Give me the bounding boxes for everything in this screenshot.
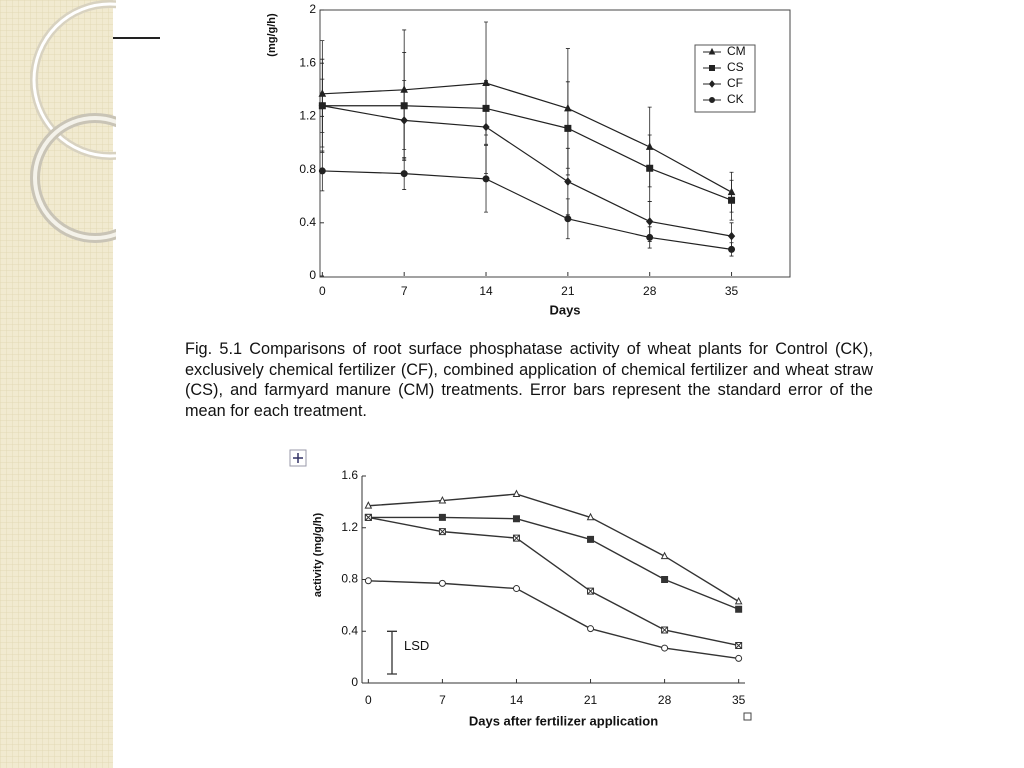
x-axis-label: Days after fertilizer application [469,713,658,728]
x-tick-label: 28 [643,284,657,298]
marker [512,585,520,593]
series-line [368,516,739,647]
marker [318,167,326,175]
y-axis-label: activity (mg/g/h) [312,512,324,597]
marker [709,65,715,71]
x-tick-label: 7 [401,284,408,298]
y-tick-label: 0.8 [299,162,316,176]
marker [364,513,372,521]
marker [512,515,520,523]
series-line [368,580,739,660]
series-line [368,493,740,603]
y-tick-label: 1.6 [299,55,316,69]
legend-label: CF [727,76,743,90]
y-tick-label: 0.4 [299,215,316,229]
marker [728,196,736,204]
x-tick-label: 0 [319,284,326,298]
x-tick-label: 14 [510,693,524,707]
plot-frame [319,9,791,278]
y-tick-label: 0 [351,675,358,689]
marker [735,654,743,662]
marker [438,528,446,536]
marker [364,577,372,585]
marker [661,576,669,583]
marker [400,170,408,178]
x-tick-label: 21 [584,693,598,707]
marker [735,641,743,649]
marker [438,579,446,587]
marker [728,245,736,253]
legend-box [694,44,756,113]
series-line [322,82,732,193]
marker [586,512,595,521]
series-line [368,516,739,610]
x-tick-label: 35 [725,284,739,298]
marker [512,489,521,498]
x-tick-label: 21 [561,284,575,298]
marker [660,551,669,560]
marker [708,80,716,88]
marker [661,644,669,652]
marker [587,535,595,543]
marker [727,231,736,241]
marker [364,501,373,509]
series-line [322,170,732,250]
y-tick-label: 2 [309,2,316,16]
marker [735,605,743,613]
figure-caption: Fig. 5.1 Comparisons of root surface pho… [185,340,873,420]
marker [438,513,446,521]
move-icon [293,453,303,463]
x-tick-label: 7 [439,693,446,707]
marker [400,116,408,125]
marker [708,47,716,55]
decor-circles [30,0,116,243]
legend-label: CS [727,60,744,74]
y-tick-label: 0 [309,268,316,282]
y-tick-label: 0.4 [341,623,358,637]
y-tick-label: 1.2 [299,109,316,123]
lsd-label: LSD [404,638,429,653]
x-axis-label: Days [549,302,580,317]
marker [564,215,572,223]
marker [734,596,743,605]
marker [661,626,669,634]
marker [564,177,572,186]
y-tick-label: 0.8 [341,572,358,586]
x-tick-label: 28 [658,693,672,707]
marker [646,164,654,172]
marker [564,124,572,132]
y-tick-label: 1.2 [341,520,358,534]
marker [646,217,654,226]
marker [587,587,595,595]
lsd-bar [387,630,397,675]
y-axis-label: (mg/g/h) [266,13,278,57]
legend-label: CM [727,44,746,58]
x-tick-label: 14 [479,284,493,298]
marker [482,175,490,183]
resize-handle[interactable] [743,712,752,721]
y-tick-label: 1.6 [341,468,358,482]
marker [587,625,595,633]
marker [438,495,447,504]
series-line [322,105,732,237]
marker [709,97,715,103]
x-tick-label: 35 [732,693,746,707]
marker [482,122,490,132]
legend-label: CK [727,92,744,106]
marker [512,534,520,542]
series-line [322,105,732,201]
marker [318,101,326,111]
marker [646,233,654,241]
x-tick-label: 0 [365,693,372,707]
